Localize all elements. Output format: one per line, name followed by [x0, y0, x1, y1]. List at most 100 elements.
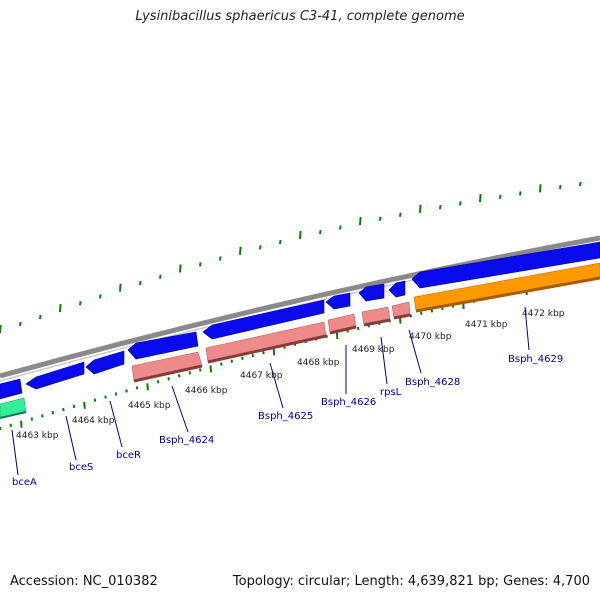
gene-label: Bsph_4625	[258, 411, 313, 422]
major-tick	[59, 303, 62, 313]
minor-tick	[39, 314, 42, 320]
minor-tick	[439, 204, 442, 210]
forward-cds-arrow	[25, 361, 85, 390]
forward-cds-arrow	[358, 283, 385, 302]
gene-label: Bsph_4626	[321, 397, 376, 408]
minor-tick	[99, 294, 102, 299]
gene-leader-line	[269, 362, 284, 409]
minor-tick	[79, 301, 82, 306]
minor-tick	[409, 314, 413, 318]
minor-tick	[199, 368, 202, 372]
minor-tick	[72, 404, 76, 409]
gene-label: Bsph_4624	[159, 435, 214, 446]
minor-tick	[459, 201, 462, 206]
gene-leader-line	[380, 336, 388, 385]
major-tick	[299, 230, 302, 240]
minor-tick	[156, 380, 160, 384]
kbp-tick-label: 4465 kbp	[128, 401, 171, 411]
minor-tick	[93, 398, 97, 402]
forward-cds-arrow	[388, 280, 406, 298]
gene-label: bceR	[116, 450, 141, 461]
minor-tick	[319, 229, 322, 235]
major-tick	[239, 246, 242, 255]
minor-tick	[259, 245, 262, 250]
gene-leader-line	[408, 329, 422, 374]
backbone-line	[0, 235, 600, 379]
minor-tick	[104, 395, 107, 399]
minor-tick	[159, 274, 162, 279]
minor-tick	[219, 256, 222, 261]
minor-tick	[430, 309, 434, 313]
minor-tick	[379, 216, 382, 221]
reverse-cds-edge	[133, 364, 203, 383]
outer-tick-ring	[0, 181, 582, 334]
minor-tick	[279, 239, 282, 245]
minor-tick	[135, 386, 139, 390]
minor-tick	[167, 377, 170, 381]
minor-tick	[0, 426, 2, 431]
kbp-tick-label: 4467 kbp	[240, 371, 283, 381]
gene-label: Bsph_4628	[405, 377, 460, 388]
gene-leader-line	[109, 400, 123, 448]
minor-tick	[114, 392, 118, 396]
kbp-tick-label: 4471 kbp	[465, 320, 508, 330]
gene-leader-line	[524, 306, 530, 351]
minor-tick	[177, 374, 181, 378]
minor-tick	[62, 407, 65, 412]
minor-tick	[41, 414, 44, 418]
forward-cds-arrow	[325, 292, 351, 310]
gene-label: Bsph_4629	[508, 354, 563, 365]
kbp-tick-label: 4469 kbp	[352, 345, 395, 355]
major-tick	[272, 348, 276, 356]
minor-tick	[125, 389, 128, 393]
minor-tick	[579, 181, 582, 187]
kbp-tick-label: 4472 kbp	[522, 309, 565, 319]
reverse-cds-edge	[393, 313, 411, 320]
major-tick	[335, 332, 339, 340]
forward-cds-arrow	[411, 241, 600, 289]
major-tick	[539, 184, 542, 193]
major-tick	[0, 324, 2, 334]
kbp-tick-label: 4468 kbp	[297, 358, 340, 368]
labels: 4463 kbp 4464 kbp 4465 kbp 4466 kbp 4467 kbp…	[11, 306, 565, 488]
minor-tick	[559, 184, 562, 190]
green-feature-edge	[0, 411, 27, 419]
major-tick	[419, 204, 422, 213]
major-tick	[179, 264, 182, 273]
minor-tick	[220, 362, 223, 366]
major-tick	[119, 283, 122, 292]
forward-cds-arrow	[127, 331, 199, 360]
gene-label: bceS	[69, 462, 93, 473]
orange-feature-edge	[415, 276, 600, 313]
gene-leader-line	[65, 415, 77, 461]
minor-tick	[519, 191, 522, 196]
minor-tick	[420, 311, 423, 315]
major-tick	[146, 383, 149, 391]
kbp-tick-label: 4464 kbp	[72, 416, 115, 426]
major-tick	[479, 193, 482, 203]
accession-text: Accession: NC_010382	[10, 574, 158, 589]
orange-feature-bar	[413, 262, 600, 312]
minor-tick	[30, 417, 34, 421]
kbp-tick-label: 4463 kbp	[16, 431, 59, 441]
topology-text: Topology: circular; Length: 4,639,821 bp…	[232, 574, 590, 589]
reverse-cds-edge	[329, 325, 357, 335]
minor-tick	[325, 334, 328, 338]
forward-cds-arrow	[85, 350, 125, 375]
kbp-tick-label: 4470 kbp	[409, 332, 452, 342]
forward-cds-arrow	[202, 299, 325, 340]
minor-tick	[188, 371, 191, 375]
minor-tick	[356, 326, 360, 331]
minor-tick	[199, 262, 202, 267]
gene-leader-line	[11, 429, 19, 476]
minor-tick	[51, 411, 55, 415]
minor-tick	[251, 353, 255, 358]
page-title: Lysinibacillus sphaericus C3-41, complet…	[135, 9, 465, 24]
minor-tick	[19, 321, 22, 327]
major-tick	[359, 216, 362, 226]
gene-label: rpsL	[380, 387, 402, 398]
minor-tick	[499, 194, 502, 199]
minor-tick	[230, 359, 234, 363]
minor-tick	[9, 423, 13, 428]
